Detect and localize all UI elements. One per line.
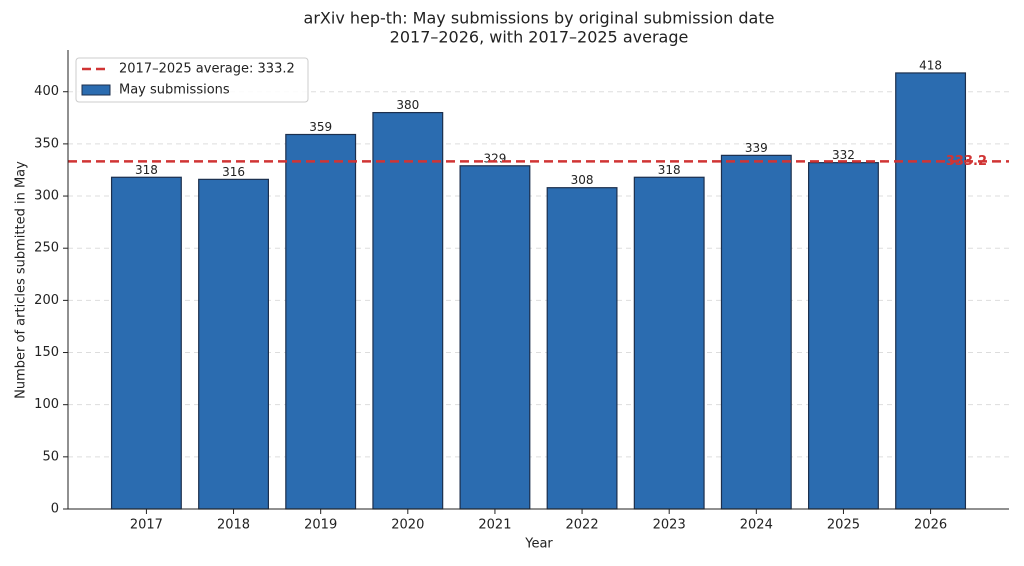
y-tick-label: 300 (34, 189, 59, 204)
y-tick-label: 50 (42, 449, 59, 464)
value-label: 339 (745, 141, 768, 155)
chart-title: arXiv hep-th: May submissions by origina… (304, 9, 775, 28)
value-label: 329 (483, 151, 506, 165)
x-tick-label: 2018 (217, 518, 250, 533)
bar (633, 176, 705, 510)
value-label: 308 (571, 173, 594, 187)
bar (285, 133, 357, 510)
x-tick-label: 2021 (478, 518, 511, 533)
value-label: 380 (396, 98, 419, 112)
y-tick-label: 400 (34, 84, 59, 99)
legend-label: May submissions (119, 83, 230, 98)
x-tick-label: 2022 (566, 518, 599, 533)
legend-label: 2017–2025 average: 333.2 (119, 62, 295, 77)
reference-label: 333.2 (946, 154, 987, 169)
y-tick-label: 0 (51, 502, 59, 517)
legend-box (75, 57, 309, 103)
x-tick-label: 2019 (304, 518, 337, 533)
y-tick-label: 100 (34, 397, 59, 412)
value-label: 359 (309, 120, 332, 134)
bar (808, 162, 879, 510)
y-tick-label: 200 (34, 293, 59, 308)
x-tick-label: 2020 (391, 518, 424, 533)
y-tick-label: 150 (34, 345, 59, 360)
value-label: 318 (658, 163, 681, 177)
x-tick-label: 2025 (827, 518, 860, 533)
y-tick-label: 250 (34, 241, 59, 256)
x-axis-label: Year (524, 537, 553, 552)
x-tick-label: 2023 (653, 518, 686, 533)
bar (895, 72, 967, 510)
chart-subtitle: 2017–2026, with 2017–2025 average (390, 28, 689, 47)
y-tick-label: 350 (34, 136, 59, 151)
bar (110, 176, 182, 510)
bar (720, 154, 792, 510)
bar (546, 187, 618, 510)
bar (372, 111, 444, 510)
x-tick-label: 2017 (130, 518, 163, 533)
x-tick-label: 2024 (740, 518, 773, 533)
legend-swatch (81, 84, 111, 96)
x-tick-label: 2026 (914, 518, 947, 533)
value-label: 332 (832, 148, 855, 162)
value-label: 316 (222, 165, 245, 179)
value-label: 318 (135, 163, 158, 177)
bar (459, 165, 531, 510)
y-axis-label: Number of articles submitted in May (14, 161, 29, 399)
bar (198, 178, 269, 510)
value-label: 418 (919, 58, 942, 72)
